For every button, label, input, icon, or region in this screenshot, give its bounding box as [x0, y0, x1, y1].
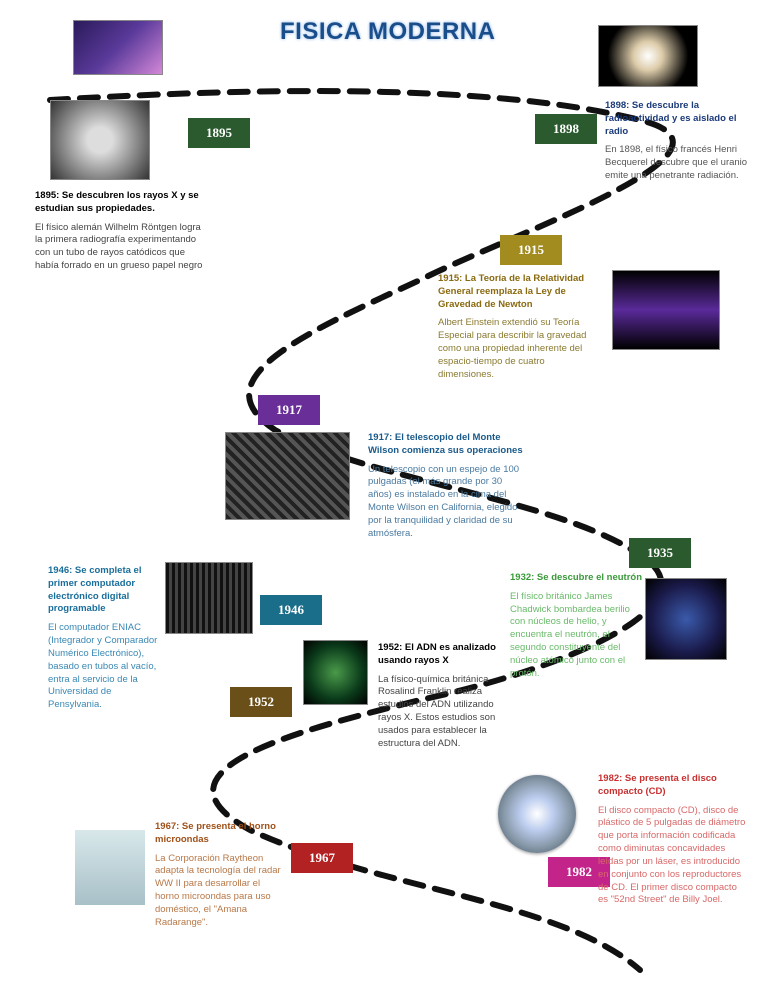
year-box-1952: 1952: [230, 687, 292, 717]
page-title: FISICA MODERNA: [280, 18, 495, 46]
entry-1946: 1946: Se completa el primer computador e…: [48, 565, 158, 712]
explosion-image: [598, 25, 698, 87]
entry-1932: 1932: Se descubre el neutrón El físico br…: [510, 572, 645, 681]
year-box-1946: 1946: [260, 595, 322, 625]
entry-1982: 1982: Se presenta el disco compacto (CD)…: [598, 773, 748, 907]
entry-1946-body: El computador ENIAC (Integrador y Compar…: [48, 622, 158, 712]
year-box-1898: 1898: [535, 114, 597, 144]
entry-1946-heading: 1946: Se completa el primer computador e…: [48, 565, 158, 616]
entry-1952-body: La físico-química británica Rosalind Fra…: [378, 674, 518, 751]
entry-1895-body: El físico alemán Wilhelm Röntgen logra l…: [35, 222, 205, 273]
eniac-image: [165, 562, 253, 634]
entry-1915-heading: 1915: La Teoría de la Relatividad Genera…: [438, 273, 588, 311]
neutron-image: [645, 578, 727, 660]
year-box-1935: 1935: [629, 538, 691, 568]
xray-hand-image: [50, 100, 150, 180]
cd-image: [498, 775, 576, 853]
entry-1967-body: La Corporación Raytheon adapta la tecnol…: [155, 853, 285, 930]
telescope-image: [225, 432, 350, 520]
microwave-image: [75, 830, 145, 905]
year-box-1915: 1915: [500, 235, 562, 265]
entry-1917-body: Un telescopio con un espejo de 100 pulga…: [368, 464, 528, 541]
entry-1895: 1895: Se descubren los rayos X y se estu…: [35, 190, 205, 273]
entry-1915-body: Albert Einstein extendió su Teoría Espec…: [438, 317, 588, 381]
entry-1932-body: El físico británico James Chadwick bomba…: [510, 591, 645, 681]
entry-1915: 1915: La Teoría de la Relatividad Genera…: [438, 273, 588, 382]
year-box-1967: 1967: [291, 843, 353, 873]
entry-1967-heading: 1967: Se presenta el horno microondas: [155, 821, 285, 847]
entry-1952: 1952: El ADN es analizado usando rayos X…: [378, 642, 518, 751]
entry-1898: 1898: Se descubre la radioactividad y es…: [605, 100, 755, 183]
entry-1952-heading: 1952: El ADN es analizado usando rayos X: [378, 642, 518, 668]
entry-1917: 1917: El telescopio del Monte Wilson com…: [368, 432, 528, 541]
galaxy-image: [73, 20, 163, 75]
entry-1898-heading: 1898: Se descubre la radioactividad y es…: [605, 100, 755, 138]
entry-1982-heading: 1982: Se presenta el disco compacto (CD): [598, 773, 748, 799]
entry-1967: 1967: Se presenta el horno microondas La …: [155, 821, 285, 930]
entry-1917-heading: 1917: El telescopio del Monte Wilson com…: [368, 432, 528, 458]
entry-1895-heading: 1895: Se descubren los rayos X y se estu…: [35, 190, 205, 216]
year-box-1917: 1917: [258, 395, 320, 425]
spacetime-image: [612, 270, 720, 350]
dna-image: [303, 640, 368, 705]
entry-1898-body: En 1898, el físico francés Henri Becquer…: [605, 144, 755, 182]
year-box-1895: 1895: [188, 118, 250, 148]
entry-1982-body: El disco compacto (CD), disco de plástic…: [598, 805, 748, 908]
entry-1932-heading: 1932: Se descubre el neutrón: [510, 572, 645, 585]
